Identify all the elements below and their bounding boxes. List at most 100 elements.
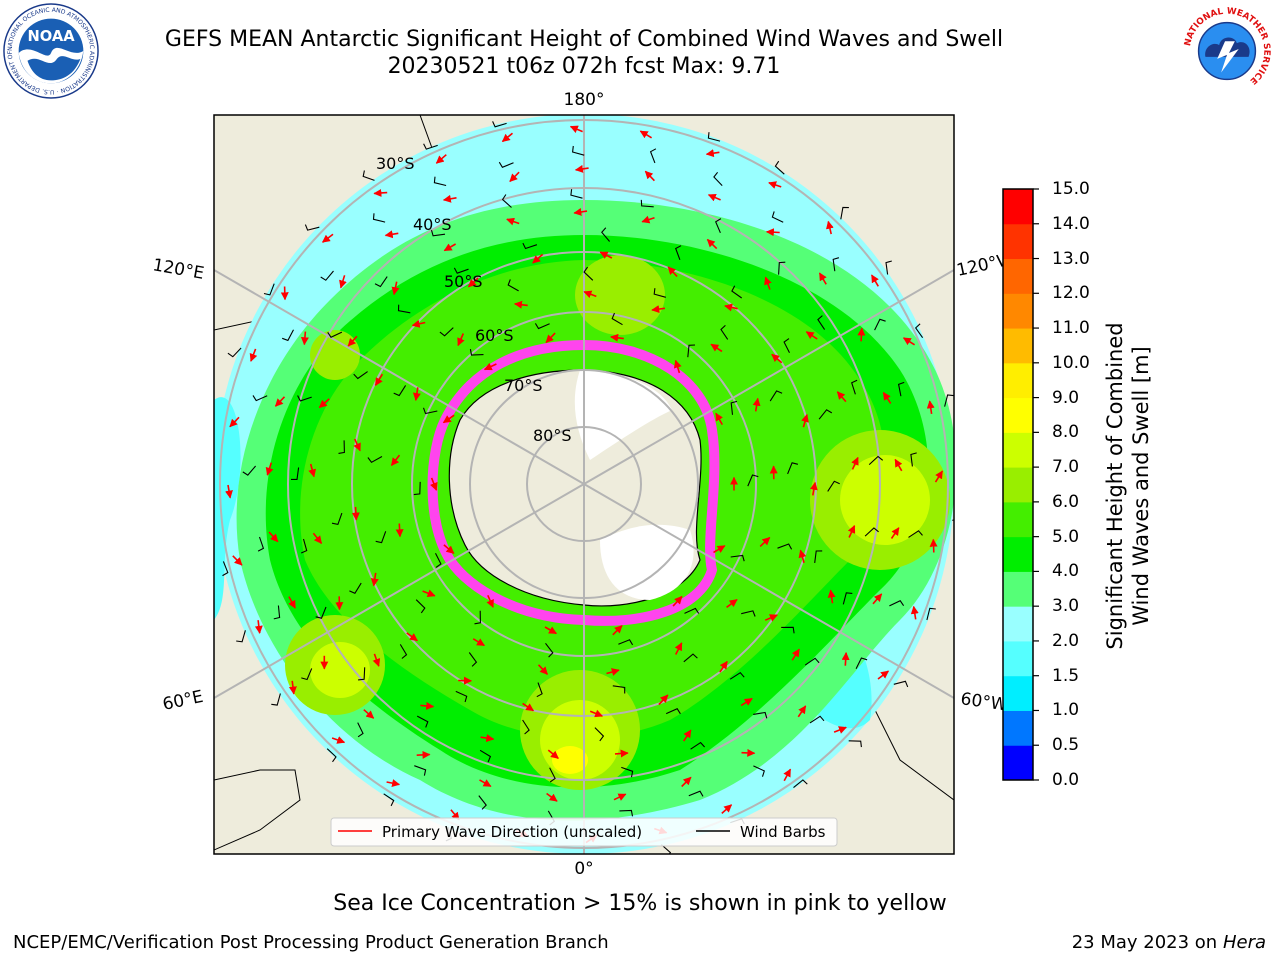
wave-arrow — [420, 701, 435, 710]
graticule — [214, 115, 954, 854]
wave-arrow — [847, 524, 856, 538]
wind-barb — [864, 527, 879, 537]
wave-arrow — [506, 217, 520, 226]
wind-barb — [661, 844, 672, 854]
wave-arrow — [741, 748, 756, 757]
wave-arrow — [612, 625, 623, 636]
colorbar — [1003, 189, 1033, 781]
wave-arrow — [764, 614, 778, 622]
wind-barb — [771, 211, 784, 223]
wind-barb — [326, 748, 337, 763]
wind-barb — [688, 790, 704, 797]
colorbar-block — [1003, 258, 1033, 294]
wave-arrow — [347, 335, 358, 347]
wave-arrow — [841, 652, 850, 666]
wind-barb — [416, 715, 429, 728]
wave-arrow — [443, 243, 457, 252]
wind-barb — [413, 481, 421, 496]
wave-arrow — [265, 462, 274, 476]
wave-arrow — [331, 736, 346, 744]
wind-barb — [375, 531, 387, 544]
wave-arrow — [545, 332, 556, 343]
wind-barb — [777, 543, 793, 550]
wind-barb — [320, 270, 334, 281]
wave-arrow — [501, 132, 514, 143]
wind-barb — [583, 266, 594, 281]
wind-barb — [778, 261, 786, 275]
wave-arrow — [726, 598, 738, 608]
wind-barb — [787, 462, 799, 475]
wind-barb — [536, 682, 543, 698]
wind-barb — [300, 538, 308, 554]
wave-arrow — [395, 523, 404, 538]
wind-barb — [358, 667, 366, 681]
wave-peak-north — [575, 255, 665, 335]
wind-barb — [492, 121, 507, 128]
wave-arrow — [882, 391, 892, 404]
wave-arrow — [877, 670, 890, 680]
wind-barb — [781, 626, 795, 634]
wind-barb — [741, 610, 756, 617]
colorbar-tick-label: 3.0 — [1052, 596, 1080, 617]
sea-ice-note: Sea Ice Concentration > 15% is shown in … — [333, 891, 947, 916]
wind-barb — [257, 536, 265, 552]
wind-barb — [774, 160, 785, 175]
wind-barb — [908, 530, 923, 538]
wind-barb — [501, 194, 512, 208]
noaa-logo-text: NOAA — [27, 28, 75, 45]
wind-barb — [868, 455, 884, 466]
wind-barb — [353, 371, 368, 380]
wave-arrow — [801, 413, 809, 428]
wave-arrow — [926, 400, 935, 415]
wind-barb — [675, 245, 682, 260]
colorbar-tick-label: 6.0 — [1052, 491, 1080, 512]
wave-arrow — [651, 305, 666, 314]
wave-peak-east-core — [840, 455, 930, 545]
colorbar-tick-label: 0.0 — [1052, 770, 1080, 790]
lon-label-60e: 60°E — [161, 687, 205, 715]
wave-arrow — [683, 729, 692, 742]
wave-arrow — [719, 660, 728, 673]
wave-arrow — [583, 290, 597, 299]
wave-arrow — [435, 154, 447, 164]
wave-arrow — [353, 438, 361, 452]
wave-arrow — [544, 626, 557, 635]
wind-barb — [433, 176, 447, 187]
map-frame — [213, 114, 955, 855]
wind-barb — [430, 229, 446, 237]
wave-arrow — [442, 414, 455, 424]
wave-arrow — [599, 251, 613, 259]
wind-barb — [707, 132, 721, 142]
wave-arrow — [430, 477, 438, 491]
lat-label-30s: 30°S — [376, 154, 415, 173]
wave-arrow — [715, 412, 723, 425]
wave-arrow — [412, 387, 421, 401]
wind-barb — [338, 440, 345, 454]
wave-arrow — [318, 398, 330, 409]
wave-arrow — [321, 233, 334, 243]
chart-subtitle: 20230521 t06z 072h fcst Max: 9.71 — [387, 54, 781, 79]
map-legend: Primary Wave Direction (unscaled) Wind B… — [330, 817, 838, 847]
wind-barb — [236, 630, 246, 643]
colorbar-block — [1003, 536, 1033, 572]
wind-barb — [618, 639, 634, 646]
colorbar-tick-label: 0.5 — [1052, 735, 1080, 756]
wind-barb — [713, 171, 723, 186]
colorbar-tick-label: 2.0 — [1052, 630, 1080, 651]
wind-barb — [793, 779, 808, 789]
wave-arrow — [374, 373, 384, 386]
wind-barb — [393, 385, 407, 397]
wind-barb — [730, 400, 738, 415]
colorbar-block — [1003, 397, 1033, 433]
wave-arrow — [373, 188, 388, 197]
wind-barb — [619, 809, 634, 817]
wave-arrow — [783, 768, 792, 782]
colorbar-tick-label: 1.5 — [1052, 665, 1080, 686]
colorbar-tick-label: 14.0 — [1052, 213, 1090, 234]
footer-machine: Hera — [1222, 932, 1266, 953]
wave-arrow — [363, 709, 375, 719]
colorbar-tick-label: 11.0 — [1052, 318, 1090, 339]
wind-barb — [842, 592, 853, 605]
lat-label-40s: 40°S — [413, 215, 452, 234]
wind-barb — [729, 671, 745, 680]
